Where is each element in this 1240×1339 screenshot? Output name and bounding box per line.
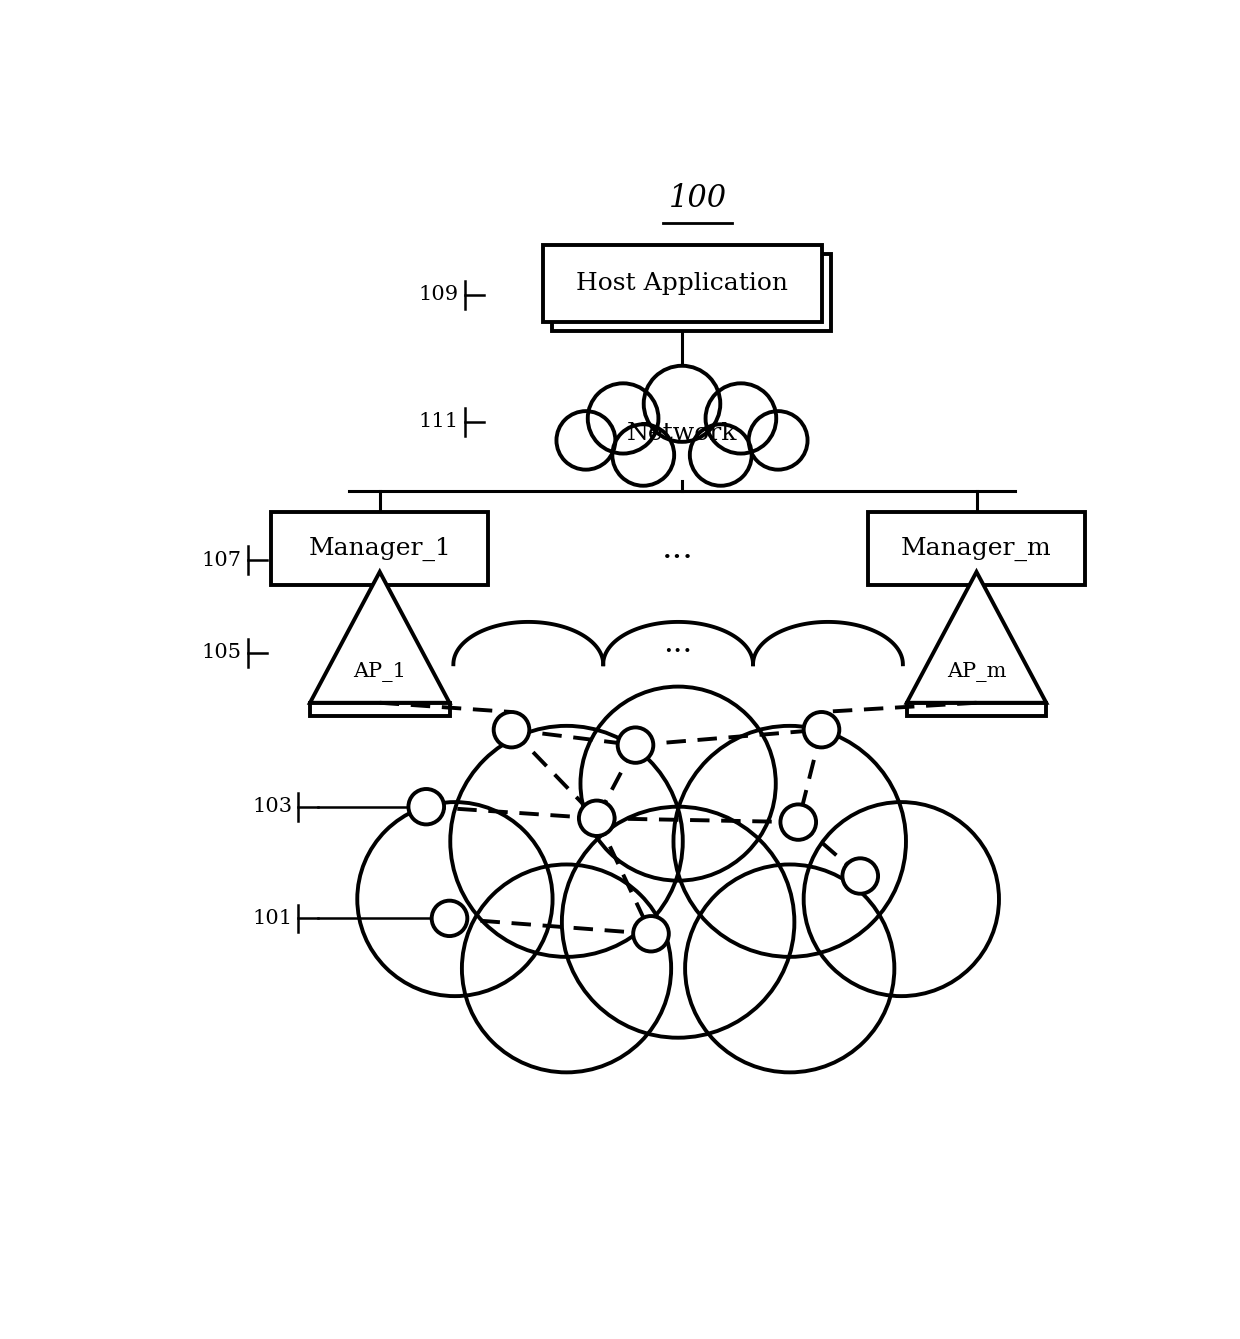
Bar xyxy=(868,513,1085,585)
Text: 103: 103 xyxy=(252,797,293,817)
Text: AP_1: AP_1 xyxy=(353,661,407,682)
Circle shape xyxy=(684,865,894,1073)
Bar xyxy=(272,513,489,585)
Text: 105: 105 xyxy=(202,643,242,663)
Circle shape xyxy=(408,789,444,825)
Circle shape xyxy=(357,802,553,996)
Text: ...: ... xyxy=(662,533,694,565)
Text: 101: 101 xyxy=(252,909,293,928)
Circle shape xyxy=(689,424,751,486)
Circle shape xyxy=(562,806,795,1038)
Bar xyxy=(906,703,1047,716)
Circle shape xyxy=(618,727,653,763)
Text: ...: ... xyxy=(663,628,693,659)
Circle shape xyxy=(579,801,615,836)
Circle shape xyxy=(804,712,839,747)
Polygon shape xyxy=(906,572,1047,703)
Circle shape xyxy=(644,366,720,442)
Bar xyxy=(310,703,449,716)
Circle shape xyxy=(749,411,807,470)
Circle shape xyxy=(494,712,529,747)
Circle shape xyxy=(706,383,776,454)
Text: Host Application: Host Application xyxy=(577,272,787,295)
Circle shape xyxy=(450,726,683,957)
Circle shape xyxy=(432,901,467,936)
Text: 111: 111 xyxy=(419,412,459,431)
Circle shape xyxy=(842,858,878,893)
Text: Manager_1: Manager_1 xyxy=(309,537,451,561)
Text: 100: 100 xyxy=(668,183,727,214)
Text: 109: 109 xyxy=(419,285,459,304)
Text: Manager_m: Manager_m xyxy=(901,537,1052,561)
Bar xyxy=(552,254,831,331)
Bar xyxy=(543,245,821,321)
Circle shape xyxy=(580,687,776,881)
Text: Network: Network xyxy=(626,422,738,445)
Circle shape xyxy=(588,383,658,454)
Text: AP_m: AP_m xyxy=(947,661,1006,682)
Circle shape xyxy=(613,424,675,486)
Circle shape xyxy=(557,411,615,470)
Circle shape xyxy=(673,726,906,957)
Circle shape xyxy=(463,865,671,1073)
Circle shape xyxy=(780,805,816,840)
Circle shape xyxy=(634,916,668,952)
Circle shape xyxy=(804,802,999,996)
Text: 107: 107 xyxy=(202,550,242,570)
Polygon shape xyxy=(310,572,449,703)
